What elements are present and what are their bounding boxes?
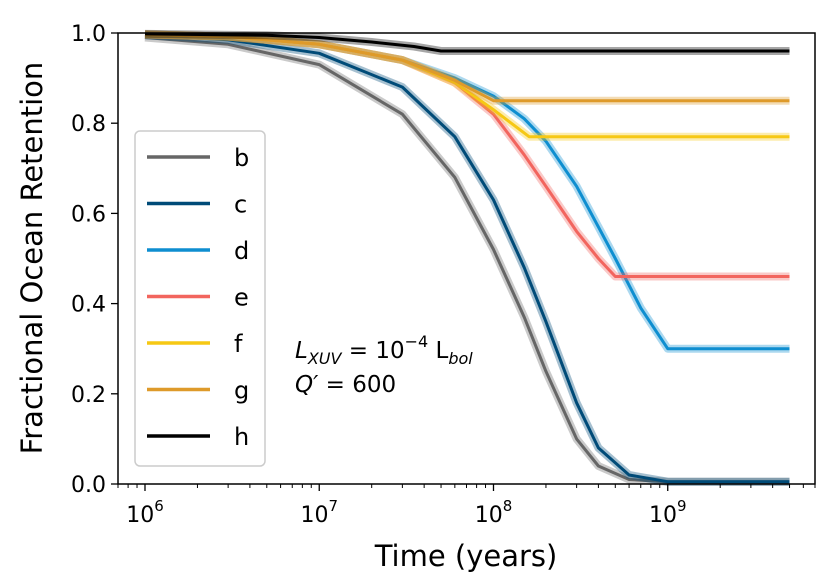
x-tick-label: 108 xyxy=(475,497,513,528)
series-h-core xyxy=(144,32,790,53)
legend-label-e: e xyxy=(234,284,249,312)
y-tick-label: 0.2 xyxy=(71,383,106,408)
legend-label-f: f xyxy=(234,330,243,358)
legend-box xyxy=(134,130,266,467)
x-tick-label: 107 xyxy=(300,497,338,528)
y-tick-label: 1.0 xyxy=(71,22,106,47)
annotation-q: Q′ = 600 xyxy=(295,372,396,398)
x-tick-label: 109 xyxy=(649,497,687,528)
series-g-core xyxy=(144,32,790,103)
y-tick-label: 0.6 xyxy=(71,202,106,227)
y-axis-label: Fractional Ocean Retention xyxy=(15,62,49,455)
legend-label-g: g xyxy=(234,377,249,405)
y-tick-label: 0.0 xyxy=(71,473,106,498)
ticks-layer: 106 107 108 109 0.0 0.2 0.4 0.6 0.8 1.0 xyxy=(71,22,816,528)
legend-label-c: c xyxy=(234,191,247,219)
x-axis-label: Time (years) xyxy=(374,539,558,573)
y-tick-label: 0.8 xyxy=(71,112,106,137)
series-g-line xyxy=(144,30,790,105)
series-c-line xyxy=(144,31,790,486)
legend-label-b: b xyxy=(234,144,249,172)
series-layer xyxy=(144,29,790,486)
x-tick-label: 106 xyxy=(126,497,164,528)
legend-label-h: h xyxy=(234,423,249,451)
series-b-line xyxy=(144,33,790,486)
series-b-core xyxy=(144,36,790,484)
annotation-lxuv: LXUV = 10−4 Lbol xyxy=(295,332,473,368)
legend-label-d: d xyxy=(234,237,249,265)
y-tick-label: 0.4 xyxy=(71,293,106,318)
series-h-line xyxy=(144,29,790,55)
series-c-core xyxy=(144,33,790,484)
